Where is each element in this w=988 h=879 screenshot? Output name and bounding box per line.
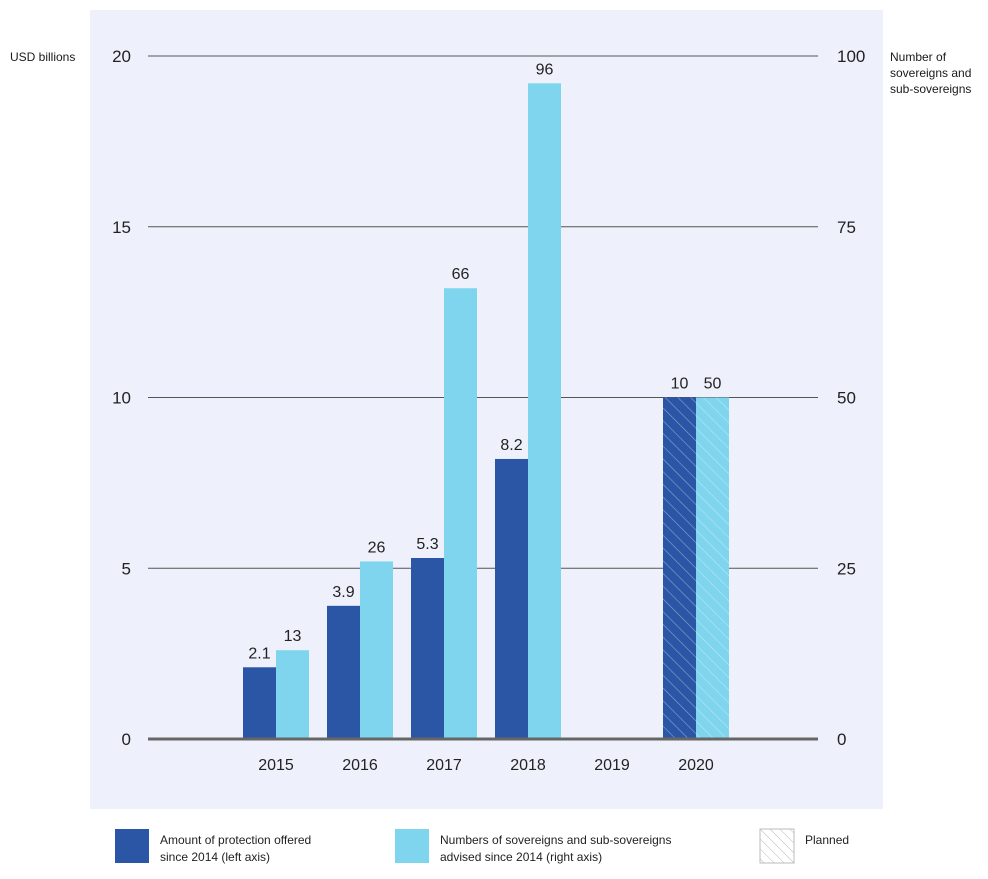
left-tick-label: 5 [122, 559, 131, 578]
data-label: 10 [671, 376, 689, 393]
category-label-2018: 2018 [510, 757, 546, 774]
bars [243, 83, 729, 739]
bar-advised-2016 [360, 561, 393, 739]
right-tick-label: 25 [837, 559, 856, 578]
data-labels: 2.1 3.9 5.3 8.2 10 13 26 66 96 50 [248, 61, 721, 662]
category-label-2017: 2017 [426, 757, 462, 774]
bar-advised-2018 [528, 83, 561, 739]
right-axis-title: Number of sovereigns and sub-sovereigns [890, 50, 975, 96]
right-tick-label: 75 [837, 218, 856, 237]
left-tick-label: 0 [122, 730, 131, 749]
axes: 0 0 5 25 10 50 15 75 20 100 2015 2016 2017 2018 2019 20… [112, 47, 865, 774]
category-label-2019: 2019 [594, 757, 630, 774]
data-label: 96 [536, 61, 554, 78]
right-tick-label: 100 [837, 47, 865, 66]
right-tick-label: 0 [837, 730, 846, 749]
legend-swatch-planned [759, 828, 795, 864]
planned-hatch [696, 397, 729, 739]
category-label-2015: 2015 [258, 757, 294, 774]
data-label: 5.3 [416, 536, 438, 553]
bar-protection-2018 [495, 458, 528, 739]
data-label: 8.2 [500, 437, 522, 454]
left-tick-label: 10 [112, 389, 131, 408]
legend-label-advised: Numbers of sovereigns and sub-sovereigns… [440, 833, 675, 864]
bar-protection-2016 [327, 605, 360, 739]
left-axis-title: USD billions [10, 50, 75, 64]
planned-hatch [663, 397, 696, 739]
legend: Amount of protection offered since 2014 … [115, 828, 849, 864]
data-label: 3.9 [332, 584, 354, 601]
category-label-2020: 2020 [678, 757, 714, 774]
data-label: 13 [284, 628, 302, 645]
right-tick-label: 50 [837, 389, 856, 408]
data-label: 26 [368, 539, 386, 556]
data-label: 66 [452, 266, 470, 283]
legend-swatch-protection [115, 829, 149, 863]
bar-advised-2015 [276, 650, 309, 739]
bar-protection-2015 [243, 667, 276, 739]
bar-advised-2017 [444, 288, 477, 739]
legend-label-planned: Planned [805, 833, 849, 847]
left-tick-label: 15 [112, 218, 131, 237]
bar-protection-2017 [411, 558, 444, 739]
data-label: 2.1 [248, 645, 270, 662]
legend-swatch-advised [395, 829, 429, 863]
legend-label-protection: Amount of protection offered since 2014 … [160, 833, 315, 864]
plot-background [90, 10, 883, 809]
category-label-2016: 2016 [342, 757, 378, 774]
data-label: 50 [704, 376, 722, 393]
left-tick-label: 20 [112, 47, 131, 66]
